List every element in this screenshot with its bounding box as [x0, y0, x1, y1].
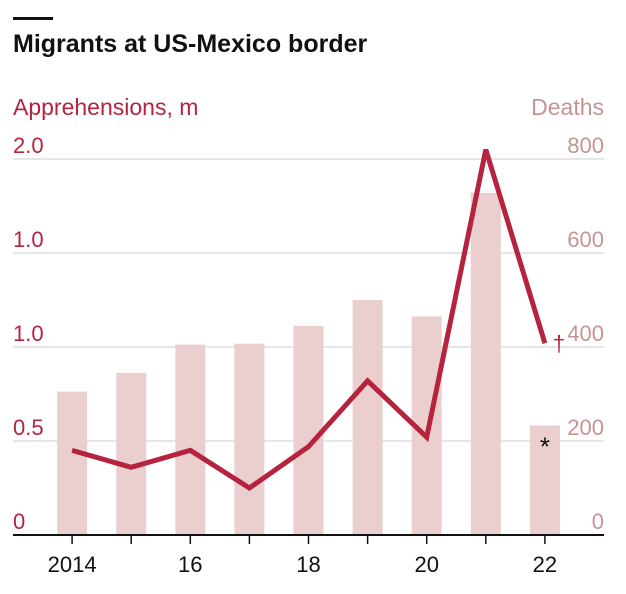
- bar-deaths-2018: [293, 325, 324, 535]
- right-tick-label: 600: [567, 227, 604, 252]
- bar-deaths-2019: [352, 300, 383, 535]
- right-tick-label: 800: [567, 133, 604, 158]
- left-tick-label: 1.0: [13, 321, 44, 346]
- right-axis-ticks: 0 200 400 600 800: [567, 133, 604, 534]
- right-tick-label: 200: [567, 415, 604, 440]
- bar-deaths-2022: [529, 425, 560, 535]
- x-tick-label: 16: [178, 552, 202, 577]
- left-tick-label: 0.5: [13, 415, 44, 440]
- annotation-dagger: †: [553, 331, 565, 356]
- chart-title: Migrants at US-Mexico border: [13, 30, 368, 58]
- x-tick-label: 20: [414, 552, 438, 577]
- right-axis-title: Deaths: [531, 94, 604, 120]
- line-apprehensions: [71, 148, 548, 492]
- left-tick-label: 0: [13, 509, 25, 534]
- bar-deaths-2017: [234, 343, 265, 535]
- x-tick-label: 22: [533, 552, 557, 577]
- right-tick-label: 0: [592, 509, 604, 534]
- right-tick-label: 400: [567, 321, 604, 346]
- annotation-asterisk: *: [540, 431, 550, 461]
- left-axis-title: Apprehensions, m: [13, 94, 199, 120]
- annotations: †*: [540, 331, 565, 461]
- x-axis: 2014 16 18 20 22: [13, 534, 604, 577]
- left-tick-label: 2.0: [13, 133, 44, 158]
- x-tick-label: 18: [296, 552, 320, 577]
- title-accent-bar: [13, 17, 53, 20]
- left-axis-ticks: 0 0.5 1.0 1.0 2.0: [13, 133, 44, 534]
- bar-deaths-2014: [57, 391, 88, 535]
- bars-deaths: [57, 192, 560, 535]
- bar-deaths-2016: [175, 344, 206, 535]
- bar-deaths-2015: [116, 372, 147, 535]
- series-line-apprehensions: [71, 148, 548, 492]
- left-tick-label: 1.0: [13, 227, 44, 252]
- x-tick-label: 2014: [48, 552, 97, 577]
- bar-deaths-2021: [470, 192, 501, 535]
